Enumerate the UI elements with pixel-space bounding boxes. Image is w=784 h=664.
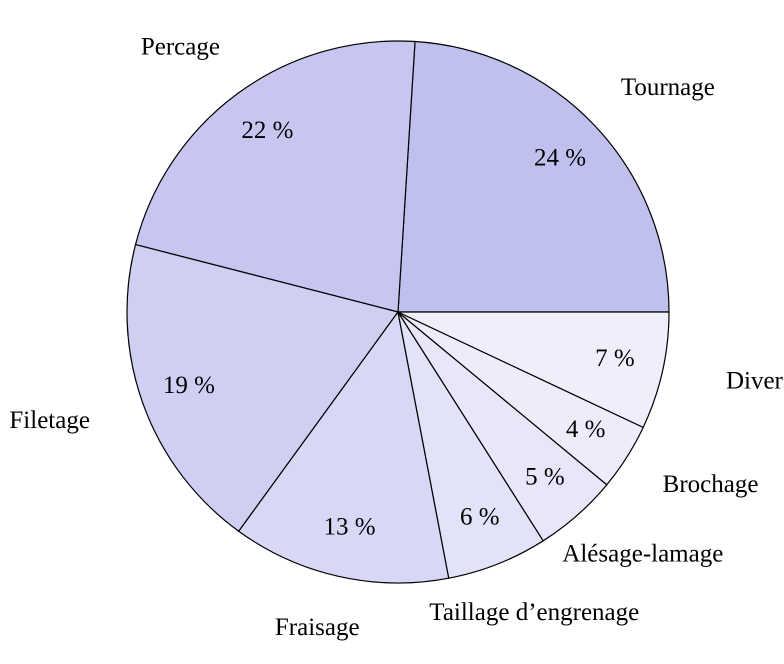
pie-slice xyxy=(237,310,450,584)
value-label: 22 % xyxy=(241,117,293,144)
category-label: Percage xyxy=(141,34,220,61)
category-label: Taillage d’engrenage xyxy=(429,599,639,626)
value-label: 4 % xyxy=(566,416,606,443)
value-label: 6 % xyxy=(460,503,500,530)
value-label: 5 % xyxy=(525,463,565,490)
pie-slice xyxy=(134,40,416,313)
category-label: Filetage xyxy=(9,407,90,434)
category-label: Brochage xyxy=(663,471,759,498)
value-label: 19 % xyxy=(163,372,215,399)
value-label: 13 % xyxy=(323,514,375,541)
value-label: 7 % xyxy=(595,345,635,372)
pie-slice xyxy=(397,40,670,313)
pie-slice xyxy=(126,243,400,533)
pie-slice xyxy=(397,311,670,429)
category-label: Fraisage xyxy=(275,614,360,641)
category-label: Alésage-lamage xyxy=(562,541,723,568)
category-label: Tournage xyxy=(621,74,715,101)
category-label: Divers xyxy=(726,368,784,395)
value-label: 24 % xyxy=(534,145,586,172)
